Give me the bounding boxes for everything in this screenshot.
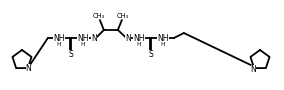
- Text: NH: NH: [53, 33, 65, 42]
- Text: N: N: [125, 33, 131, 42]
- Text: N: N: [26, 64, 31, 73]
- Text: NH: NH: [157, 33, 169, 42]
- Text: CH₃: CH₃: [93, 13, 105, 19]
- Text: S: S: [68, 50, 73, 59]
- Text: NH: NH: [77, 33, 89, 42]
- Text: NH: NH: [133, 33, 145, 42]
- Text: N: N: [91, 33, 97, 42]
- Text: H: H: [137, 41, 141, 47]
- Text: S: S: [149, 50, 153, 59]
- Text: H: H: [161, 41, 165, 47]
- Text: H: H: [57, 41, 61, 47]
- Text: H: H: [81, 41, 85, 47]
- Text: N: N: [251, 65, 256, 74]
- Text: CH₃: CH₃: [117, 13, 129, 19]
